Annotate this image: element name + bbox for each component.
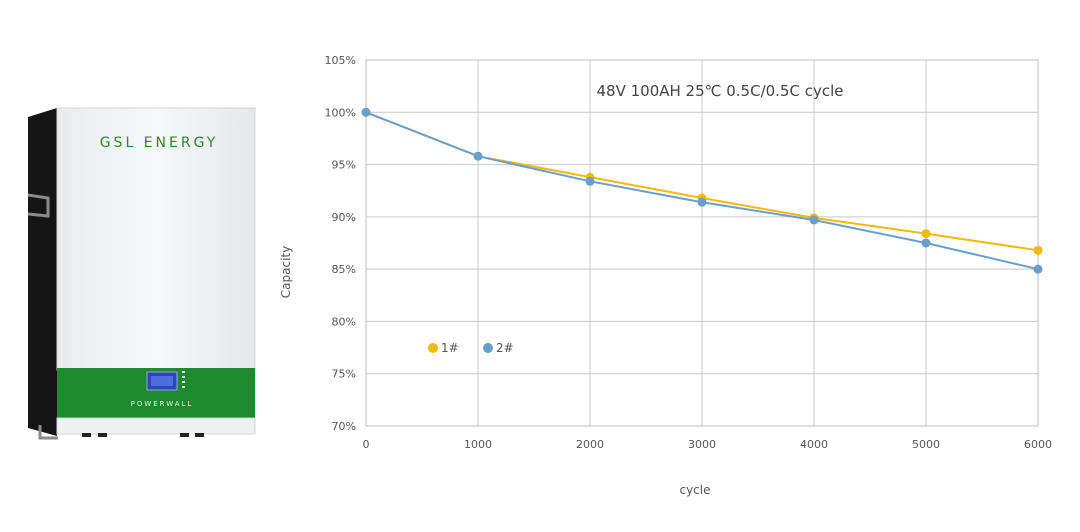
legend-marker-2 [483,343,493,353]
series-2-point [585,176,595,186]
battery-bottom-strip [56,417,256,435]
plot-frame [365,59,1039,427]
x-tick-label: 6000 [1024,438,1052,451]
y-tick-label: 70% [332,420,356,433]
legend-label-1: 1# [441,341,459,355]
y-tick-label: 105% [325,54,356,67]
series-2-point [809,215,819,225]
chart-legend: 1# 2# [428,341,514,355]
x-tick-label: 3000 [688,438,716,451]
y-tick-label: 85% [332,263,356,276]
battery-handle [27,193,50,218]
series-2-point [697,197,707,207]
x-tick-label: 4000 [800,438,828,451]
battery-front-panel [56,107,256,371]
lcd-screen-detail [151,376,173,386]
battery-connectors [82,433,204,437]
series-2-point [473,151,483,161]
brand-label: GSL ENERGY [100,135,219,151]
y-tick-label: 90% [332,211,356,224]
series-2-point [921,238,931,248]
chart-series [361,107,1043,274]
x-tick-label: 2000 [576,438,604,451]
series-1-point [1033,245,1043,255]
legend-label-2: 2# [496,341,514,355]
x-tick-label: 1000 [464,438,492,451]
legend-marker-1 [428,343,438,353]
chart-grid [365,59,1039,427]
y-axis-title: Capacity [279,246,293,298]
battery-bottom-handle [38,425,58,440]
battery-product-image: GSL ENERGY POWERWALL [27,107,256,440]
y-tick-label: 80% [332,315,356,328]
y-tick-label: 100% [325,106,356,119]
y-tick-label: 95% [332,159,356,172]
model-label: POWERWALL [131,400,194,408]
series-2-point [361,107,371,117]
x-tick-label: 0 [363,438,370,451]
status-leds [182,371,185,388]
battery-side-panel [28,108,57,436]
chart-title: 48V 100AH 25℃ 0.5C/0.5C cycle [596,82,843,100]
x-tick-label: 5000 [912,438,940,451]
y-axis-ticks: 70% 75% 80% 85% 90% 95% 100% 105% [325,54,356,433]
x-axis-ticks: 0 1000 2000 3000 4000 5000 6000 [363,438,1053,451]
series-1-point [921,229,931,239]
series-2-point [1033,264,1043,274]
x-axis-title: cycle [679,483,710,497]
y-tick-label: 75% [332,368,356,381]
